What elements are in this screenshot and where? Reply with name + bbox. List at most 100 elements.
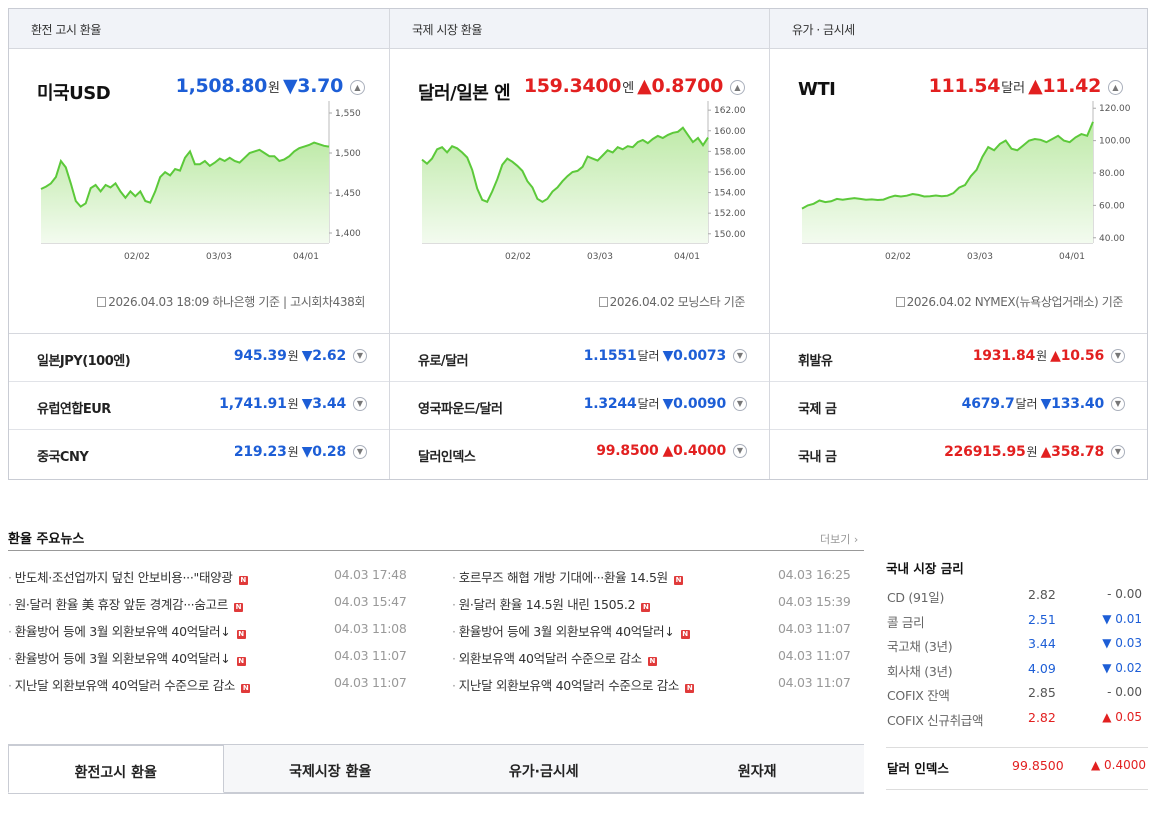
bullet-icon: · (8, 678, 12, 693)
market-rate-value: 2.51 (1028, 611, 1056, 627)
rates-title: 국내 시장 금리 (886, 561, 964, 576)
expand-up-icon[interactable]: ▲ (730, 80, 745, 95)
news-item[interactable]: · 지난달 외환보유액 40억달러 수준으로 감소 N 04.03 11:07 (452, 675, 864, 702)
news-title[interactable]: 환율방어 등에 3월 외환보유액 40억달러↓ (458, 624, 675, 639)
expand-down-icon[interactable]: ▼ (353, 397, 367, 411)
market-rate-row[interactable]: COFIX 잔액 2.85 - 0.00 (886, 685, 1148, 710)
news-item[interactable]: · 환율방어 등에 3월 외환보유액 40억달러↓ N 04.03 11:07 (452, 621, 864, 648)
y-tick-label: 150.00 (714, 230, 746, 240)
x-tick-label: 03/03 (587, 252, 613, 262)
expand-up-icon[interactable]: ▲ (350, 80, 365, 95)
news-title[interactable]: 반도체·조선업까지 덮친 안보비용···"태양광 (14, 570, 233, 585)
market-rate-row[interactable]: CD (91일) 2.82 - 0.00 (886, 587, 1148, 612)
y-tick-label: 1,500 (335, 149, 361, 159)
rate-value-group: 1931.84 원 ▲10.56 ▼ (973, 347, 1125, 365)
news-item[interactable]: · 원·달러 환율 美 휴장 앞둔 경계감···숨고르 N 04.03 15:47 (8, 594, 428, 621)
news-item[interactable]: · 환율방어 등에 3월 외환보유액 40억달러↓ N 04.03 11:08 (8, 621, 428, 648)
rate-row[interactable]: 유럽연합EUR 1,741.91 원 ▼3.44 ▼ (9, 382, 389, 430)
expand-down-icon[interactable]: ▼ (733, 444, 747, 458)
market-rate-change: ▼ 0.03 (1102, 636, 1142, 650)
news-list-right: · 호르무즈 해협 개방 기대에···환율 14.5원 N 04.03 16:25 · 원… (452, 567, 864, 702)
news-title[interactable]: 환율방어 등에 3월 외환보유액 40억달러↓ (14, 651, 231, 666)
price-chart: 120.00 100.00 80.00 60.00 40.00 02/02 03/03 04/… (801, 101, 1131, 262)
rate-value-group: 4679.7 달러 ▼133.40 ▼ (962, 395, 1125, 413)
market-rate-name: 콜 금리 (887, 614, 925, 630)
rate-row[interactable]: 국제 금 4679.7 달러 ▼133.40 ▼ (770, 382, 1147, 430)
dollar-index-row[interactable]: 달러 인덱스 99.8500 ▲ 0.4000 (886, 758, 1148, 782)
news-title[interactable]: 외환보유액 40억달러 수준으로 감소 (458, 651, 642, 666)
rate-change: ▼0.0073 (662, 348, 727, 364)
y-tick-label: 40.00 (1099, 234, 1125, 244)
y-tick-label: 156.00 (714, 168, 746, 178)
rate-row[interactable]: 영국파운드/달러 1.3244 달러 ▼0.0090 ▼ (390, 382, 769, 430)
rate-row[interactable]: 국내 금 226915.95 원 ▲358.78 ▼ (770, 430, 1147, 478)
news-title[interactable]: 원·달러 환율 美 휴장 앞둔 경계감···숨고르 (14, 597, 229, 612)
rate-row[interactable]: 중국CNY 219.23 원 ▼0.28 ▼ (9, 430, 389, 478)
news-time: 04.03 11:07 (778, 648, 851, 663)
x-tick-label: 02/02 (505, 252, 531, 262)
document-icon (895, 297, 905, 307)
hero-name: 달러/일본 엔 (418, 83, 511, 104)
new-badge-icon: N (233, 603, 243, 612)
expand-up-icon[interactable]: ▲ (1108, 80, 1123, 95)
rate-value-group: 219.23 원 ▼0.28 ▼ (234, 443, 367, 461)
source-basis: 2026.04.03 18:09 하나은행 기준 | 고시회차438회 (97, 293, 365, 310)
expand-down-icon[interactable]: ▼ (1111, 445, 1125, 459)
chart-line (801, 121, 1094, 210)
more-link[interactable]: 더보기 › (820, 533, 859, 546)
column-header[interactable]: 환전 고시 환율 (9, 9, 389, 49)
news-time: 04.03 11:07 (334, 675, 407, 690)
news-title[interactable]: 원·달러 환율 14.5원 내린 1505.2 (458, 597, 636, 612)
rate-row[interactable]: 달러인덱스 99.8500 ▲0.4000 ▼ (390, 430, 769, 478)
chart-line (421, 126, 709, 204)
news-item[interactable]: · 지난달 외환보유액 40억달러 수준으로 감소 N 04.03 11:07 (8, 675, 428, 702)
rate-row[interactable]: 휘발유 1931.84 원 ▲10.56 ▼ (770, 334, 1147, 382)
market-rate-row[interactable]: 콜 금리 2.51 ▼ 0.01 (886, 612, 1148, 637)
rate-name: 유럽연합EUR (37, 402, 111, 417)
rate-unit: 원 (287, 349, 299, 363)
rate-row[interactable]: 유로/달러 1.1551 달러 ▼0.0073 ▼ (390, 334, 769, 382)
news-title[interactable]: 환율방어 등에 3월 외환보유액 40억달러↓ (14, 624, 231, 639)
rate-name: 중국CNY (37, 450, 89, 465)
market-rate-row[interactable]: COFIX 신규취급액 2.82 ▲ 0.05 (886, 710, 1148, 735)
rate-tabs: 환전고시 환율 국제시장 환율 유가·금시세 원자재 (8, 744, 864, 794)
y-tick-label: 80.00 (1099, 169, 1125, 179)
column-header[interactable]: 국제 시장 환율 (390, 9, 769, 49)
news-item[interactable]: · 원·달러 환율 14.5원 내린 1505.2 N 04.03 15:39 (452, 594, 864, 621)
market-rate-name: 회사채 (3년) (887, 663, 953, 679)
news-time: 04.03 15:47 (334, 594, 407, 609)
expand-down-icon[interactable]: ▼ (353, 445, 367, 459)
rate-value: 1,741.91 (219, 396, 287, 412)
market-rate-name: COFIX 신규취급액 (887, 712, 984, 728)
expand-down-icon[interactable]: ▼ (733, 349, 747, 363)
expand-down-icon[interactable]: ▼ (1111, 349, 1125, 363)
market-rate-value: 2.82 (1028, 709, 1056, 725)
rate-row[interactable]: 일본JPY(100엔) 945.39 원 ▼2.62 ▼ (9, 334, 389, 382)
news-item[interactable]: · 외환보유액 40억달러 수준으로 감소 N 04.03 11:07 (452, 648, 864, 675)
rate-value: 219.23 (233, 444, 287, 460)
news-item[interactable]: · 호르무즈 해협 개방 기대에···환율 14.5원 N 04.03 16:25 (452, 567, 864, 594)
bullet-icon: · (8, 624, 12, 639)
news-title[interactable]: 호르무즈 해협 개방 기대에···환율 14.5원 (458, 570, 668, 585)
source-basis: 2026.04.02 모닝스타 기준 (598, 293, 746, 310)
news-title[interactable]: 지난달 외환보유액 40억달러 수준으로 감소 (14, 678, 236, 693)
news-item[interactable]: · 반도체·조선업까지 덮친 안보비용···"태양광 N 04.03 17:48 (8, 567, 428, 594)
tab-1[interactable]: 환전고시 환율 (8, 745, 224, 793)
tab-3[interactable]: 유가·금시세 (437, 745, 651, 793)
news-time: 04.03 11:07 (778, 675, 851, 690)
column-header[interactable]: 유가 · 금시세 (770, 9, 1147, 49)
news-item[interactable]: · 환율방어 등에 3월 외환보유액 40억달러↓ N 04.03 11:07 (8, 648, 428, 675)
expand-down-icon[interactable]: ▼ (1111, 397, 1125, 411)
tab-2[interactable]: 국제시장 환율 (223, 745, 437, 793)
rate-unit: 원 (287, 445, 299, 459)
tab-4[interactable]: 원자재 (650, 745, 864, 793)
expand-down-icon[interactable]: ▼ (353, 349, 367, 363)
expand-down-icon[interactable]: ▼ (733, 397, 747, 411)
news-title[interactable]: 지난달 외환보유액 40억달러 수준으로 감소 (458, 678, 680, 693)
rate-change: ▼0.28 (301, 444, 347, 460)
market-rate-row[interactable]: 회사채 (3년) 4.09 ▼ 0.02 (886, 661, 1148, 686)
rate-value: 4679.7 (961, 396, 1015, 412)
basis-text: 2026.04.02 모닝스타 기준 (609, 295, 746, 309)
basis-text: 2026.04.02 NYMEX(뉴욕상업거래소) 기준 (906, 295, 1124, 309)
market-rate-row[interactable]: 국고채 (3년) 3.44 ▼ 0.03 (886, 636, 1148, 661)
